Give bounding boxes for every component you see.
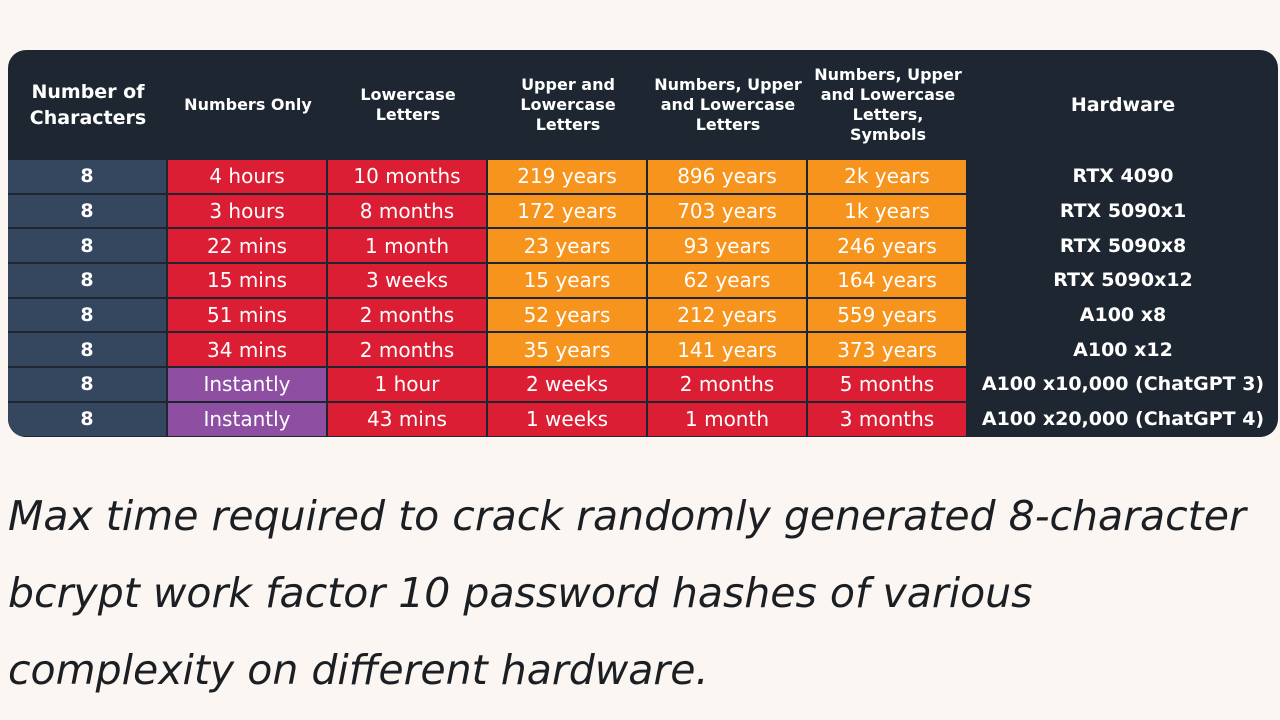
column-header-5: Numbers, Upper and Lowercase Letters, Sy…: [814, 65, 962, 144]
cell-time: 10 months: [328, 160, 488, 195]
cell-time: 3 hours: [168, 194, 328, 230]
cell-time: 22 mins: [168, 229, 328, 265]
column-header-0: Number of Characters: [29, 81, 147, 129]
cell-time: 2 months: [648, 368, 808, 403]
cell-time: 246 years: [808, 229, 968, 265]
figure-caption: Max time required to crack randomly gene…: [8, 492, 1246, 694]
cell-time: 15 years: [488, 264, 648, 299]
cell-time: 4 hours: [168, 160, 328, 195]
cell-time: 164 years: [808, 264, 968, 299]
cell-characters: 8: [8, 264, 168, 299]
table-grid: Number of Characters Numbers Only Lowercas…: [8, 50, 1278, 437]
cell-hardware: RTX 5090x12: [968, 264, 1278, 299]
cell-time: 2 months: [328, 333, 488, 369]
column-header-2: Lowercase Letters: [360, 85, 456, 124]
cell-time: 2 months: [328, 298, 488, 334]
cell-hardware: RTX 4090: [968, 160, 1278, 195]
cell-time: 1 month: [328, 229, 488, 265]
cell-hardware: RTX 5090x1: [968, 195, 1278, 230]
crack-time-table: Number of Characters Numbers Only Lowercas…: [8, 50, 1278, 437]
cell-time: 172 years: [488, 194, 648, 230]
cell-hardware: A100 x10,000 (ChatGPT 3): [968, 368, 1278, 403]
column-header-6: Hardware: [1070, 94, 1176, 116]
cell-time: 1k years: [808, 194, 968, 230]
cell-time: 559 years: [808, 298, 968, 334]
cell-characters: 8: [8, 229, 168, 265]
cell-time: 1 hour: [328, 368, 488, 403]
cell-time: 8 months: [328, 194, 488, 230]
cell-time: 703 years: [648, 194, 808, 230]
cell-time: 3 weeks: [328, 264, 488, 299]
cell-time: 2 weeks: [488, 368, 648, 403]
column-header-1: Numbers Only: [184, 95, 312, 114]
cell-time: 62 years: [648, 264, 808, 299]
cell-time: 212 years: [648, 298, 808, 334]
cell-time: 52 years: [488, 298, 648, 334]
cell-time: 1 weeks: [488, 402, 648, 437]
cell-time: 51 mins: [168, 298, 328, 334]
cell-time: 15 mins: [168, 264, 328, 299]
cell-time: 2k years: [808, 160, 968, 195]
cell-time: 373 years: [808, 333, 968, 369]
cell-characters: 8: [8, 194, 168, 230]
cell-time: Instantly: [168, 368, 328, 403]
cell-characters: 8: [8, 160, 168, 195]
cell-time: 35 years: [488, 333, 648, 369]
cell-characters: 8: [8, 333, 168, 369]
cell-characters: 8: [8, 368, 168, 403]
cell-time: Instantly: [168, 402, 328, 437]
cell-time: 3 months: [808, 402, 968, 437]
cell-hardware: RTX 5090x8: [968, 229, 1278, 265]
cell-time: 141 years: [648, 333, 808, 369]
cell-time: 43 mins: [328, 402, 488, 437]
cell-time: 219 years: [488, 160, 648, 195]
cell-hardware: A100 x12: [968, 333, 1278, 369]
cell-time: 34 mins: [168, 333, 328, 369]
column-header-3: Upper and Lowercase Letters: [520, 75, 616, 134]
cell-time: 93 years: [648, 229, 808, 265]
column-header-4: Numbers, Upper and Lowercase Letters: [654, 75, 802, 134]
cell-time: 5 months: [808, 368, 968, 403]
cell-time: 896 years: [648, 160, 808, 195]
cell-hardware: A100 x8: [968, 299, 1278, 334]
cell-hardware: A100 x20,000 (ChatGPT 4): [968, 403, 1278, 437]
cell-time: 23 years: [488, 229, 648, 265]
cell-time: 1 month: [648, 402, 808, 437]
cell-characters: 8: [8, 402, 168, 437]
cell-characters: 8: [8, 298, 168, 334]
